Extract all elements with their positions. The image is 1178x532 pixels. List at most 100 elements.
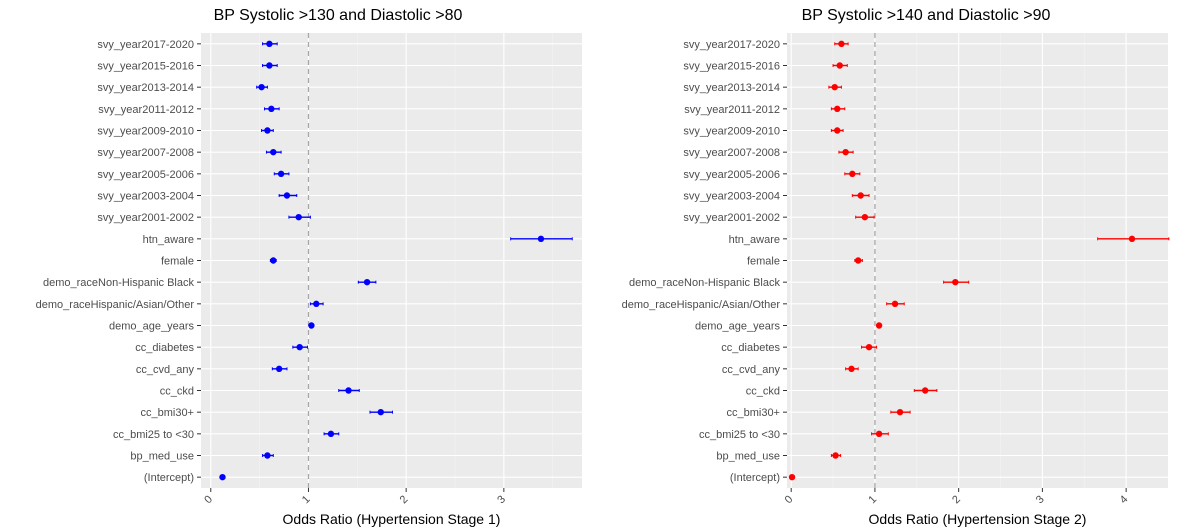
estimate-point: [296, 343, 303, 351]
estimate-point: [295, 213, 302, 221]
y-tick-label: demo_raceNon-Hispanic Black: [43, 277, 195, 289]
estimate-point: [921, 387, 929, 394]
panel-2: svy_year2017-2020 svy_year2015-2016 svy_ye…: [622, 7, 1170, 527]
y-tick-label: female: [747, 256, 780, 268]
y-tick-label: cc_bmi25 to <30: [699, 429, 780, 441]
y-tick-label: cc_cvd_any: [136, 364, 195, 376]
y-tick-label: svy_year2005-2006: [683, 169, 780, 181]
x-axis-title: Odds Ratio (Hypertension Stage 2): [869, 511, 1087, 527]
estimate-point: [952, 278, 959, 286]
x-tick-label: 2: [950, 493, 963, 506]
estimate-point: [857, 192, 864, 199]
y-tick-label: svy_year2013-2014: [683, 82, 780, 94]
estimate-point: [865, 343, 873, 351]
estimate-point: [268, 105, 275, 113]
panel-1: svy_year2017-2020 svy_year2015-2016 svy_ye…: [36, 7, 582, 527]
y-tick-label: demo_raceNon-Hispanic Black: [629, 277, 781, 289]
y-tick-label: svy_year2013-2014: [97, 82, 194, 94]
y-tick-label: cc_diabetes: [721, 342, 780, 354]
estimate-point: [836, 62, 843, 69]
y-tick-label: cc_cvd_any: [722, 364, 781, 376]
y-tick-label: (Intercept): [730, 472, 780, 484]
estimate-point: [875, 322, 883, 329]
y-tick-label: cc_diabetes: [135, 342, 194, 354]
x-tick-label: 2: [398, 493, 411, 506]
estimate-point: [861, 213, 869, 221]
x-tick-label: 0: [202, 493, 215, 506]
y-tick-label: svy_year2015-2016: [97, 61, 194, 73]
estimate-point: [1128, 235, 1136, 243]
estimate-point: [831, 83, 838, 91]
panel-title: BP Systolic >140 and Diastolic >90: [802, 7, 1051, 24]
estimate-point: [848, 365, 855, 373]
estimate-point: [275, 365, 283, 373]
y-tick-label: svy_year2001-2002: [683, 212, 780, 224]
y-tick-label: female: [161, 256, 194, 268]
y-tick-label: bp_med_use: [130, 451, 194, 463]
estimate-point: [345, 387, 352, 394]
estimate-point: [834, 127, 841, 134]
x-tick-label: 1: [300, 493, 313, 506]
y-tick-label: svy_year2017-2020: [683, 39, 780, 51]
estimate-point: [270, 148, 277, 156]
y-tick-label: htn_aware: [143, 234, 194, 246]
estimate-point: [834, 105, 841, 113]
y-tick-label: cc_ckd: [160, 386, 194, 398]
y-tick-label: svy_year2011-2012: [98, 104, 194, 116]
estimate-point: [313, 300, 320, 308]
estimate-point: [266, 40, 273, 48]
y-tick-label: demo_raceHispanic/Asian/Other: [36, 299, 195, 311]
y-tick-label: htn_aware: [729, 234, 780, 246]
y-tick-label: svy_year2007-2008: [683, 147, 780, 159]
y-tick-label: svy_year2017-2020: [97, 39, 194, 51]
y-tick-label: svy_year2009-2010: [683, 126, 780, 138]
y-tick-label: svy_year2003-2004: [97, 191, 194, 203]
estimate-point: [283, 192, 291, 199]
x-tick-label: 1: [866, 493, 879, 506]
estimate-point: [327, 430, 335, 438]
y-tick-label: cc_bmi30+: [726, 407, 780, 419]
estimate-point: [277, 170, 285, 178]
estimate-point: [838, 40, 845, 48]
y-tick-label: demo_raceHispanic/Asian/Other: [622, 299, 781, 311]
panel-title: BP Systolic >130 and Diastolic >80: [214, 7, 463, 24]
y-tick-label: svy_year2009-2010: [97, 126, 194, 138]
estimate-point: [363, 278, 371, 286]
estimate-point: [832, 452, 839, 459]
estimate-point: [258, 83, 265, 91]
estimate-point: [264, 127, 271, 134]
estimate-point: [849, 170, 856, 178]
y-tick-label: svy_year2003-2004: [683, 191, 780, 203]
estimate-point: [270, 257, 277, 264]
y-tick-label: demo_age_years: [109, 321, 195, 333]
estimate-point: [854, 257, 862, 264]
estimate-point: [875, 430, 883, 438]
estimate-point: [537, 235, 545, 243]
estimate-point: [266, 62, 273, 69]
y-tick-label: bp_med_use: [716, 451, 780, 463]
y-tick-label: svy_year2011-2012: [684, 104, 780, 116]
x-tick-label: 3: [495, 493, 508, 506]
y-tick-label: cc_ckd: [746, 386, 780, 398]
estimate-point: [308, 322, 315, 329]
y-tick-label: svy_year2005-2006: [97, 169, 194, 181]
y-tick-label: svy_year2001-2002: [97, 212, 194, 224]
y-tick-label: svy_year2007-2008: [97, 147, 194, 159]
estimate-point: [219, 473, 226, 481]
y-tick-label: demo_age_years: [695, 321, 781, 333]
x-tick-label: 0: [783, 493, 796, 506]
estimate-point: [264, 452, 271, 459]
y-tick-label: cc_bmi30+: [140, 407, 194, 419]
estimate-point: [891, 300, 899, 308]
x-tick-label: 4: [1118, 493, 1131, 506]
y-tick-label: cc_bmi25 to <30: [113, 429, 194, 441]
estimate-point: [842, 148, 849, 156]
y-tick-label: (Intercept): [144, 472, 194, 484]
estimate-point: [788, 473, 796, 481]
estimate-point: [377, 408, 384, 416]
estimate-point: [896, 408, 904, 416]
x-axis-title: Odds Ratio (Hypertension Stage 1): [283, 511, 501, 527]
x-tick-label: 3: [1034, 493, 1047, 506]
y-tick-label: svy_year2015-2016: [683, 61, 780, 73]
